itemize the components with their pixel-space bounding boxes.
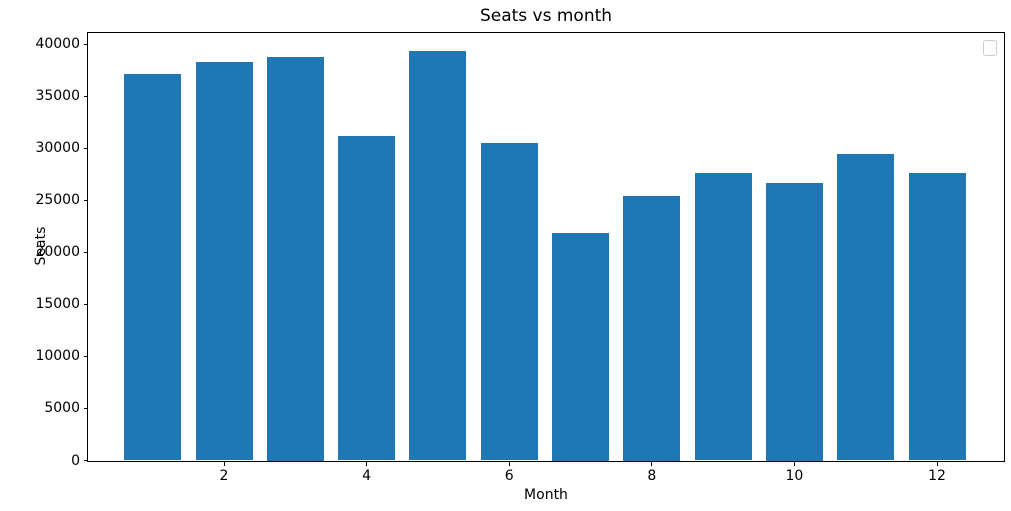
chart-title: Seats vs month: [479, 6, 613, 26]
bar-month-9: [694, 173, 752, 461]
y-tick-mark-0: [83, 460, 88, 461]
bar-month-7: [552, 232, 609, 461]
y-tick-label-5000: 5000: [44, 400, 80, 417]
y-tick-label-25000: 25000: [35, 192, 80, 209]
legend-box: [983, 40, 997, 56]
y-tick-label-20000: 20000: [35, 244, 80, 261]
x-tick-label-2: 2: [219, 468, 229, 484]
x-tick-label-12: 12: [928, 468, 946, 484]
x-axis-label: Month: [524, 487, 568, 503]
y-tick-mark-30000: [83, 147, 88, 149]
y-tick-label-15000: 15000: [35, 296, 80, 313]
y-tick-mark-5000: [83, 407, 88, 409]
y-tick-mark-15000: [83, 303, 88, 305]
bar-month-4: [338, 135, 396, 461]
y-tick-mark-20000: [83, 251, 88, 253]
y-tick-mark-35000: [83, 95, 88, 97]
y-tick-label-40000: 40000: [35, 36, 80, 52]
y-tick-mark-25000: [83, 199, 88, 201]
y-tick-label-30000: 30000: [35, 140, 80, 157]
x-tick-mark-10: [793, 461, 795, 466]
bar-month-6: [480, 142, 538, 461]
bar-month-1: [124, 74, 182, 461]
y-tick-mark-10000: [83, 355, 88, 357]
x-tick-mark-8: [651, 461, 653, 466]
x-tick-mark-4: [366, 461, 368, 466]
bar-month-12: [908, 173, 966, 461]
x-tick-label-8: 8: [647, 468, 657, 484]
y-tick-label-35000: 35000: [35, 88, 80, 105]
bar-month-2: [195, 61, 253, 461]
bar-month-8: [623, 196, 681, 461]
x-tick-label-6: 6: [504, 468, 514, 484]
bar-month-10: [765, 182, 823, 461]
y-tick-label-0: 0: [71, 452, 80, 469]
x-tick-mark-12: [936, 461, 938, 466]
bar-month-11: [837, 154, 895, 461]
bar-month-5: [409, 51, 467, 461]
x-tick-label-10: 10: [785, 468, 804, 484]
bar-month-3: [266, 56, 324, 461]
x-tick-mark-2: [223, 461, 225, 466]
x-tick-label-4: 4: [362, 468, 372, 484]
x-tick-mark-6: [508, 461, 510, 466]
y-tick-mark-40000: [83, 43, 88, 45]
y-tick-label-10000: 10000: [35, 348, 80, 365]
